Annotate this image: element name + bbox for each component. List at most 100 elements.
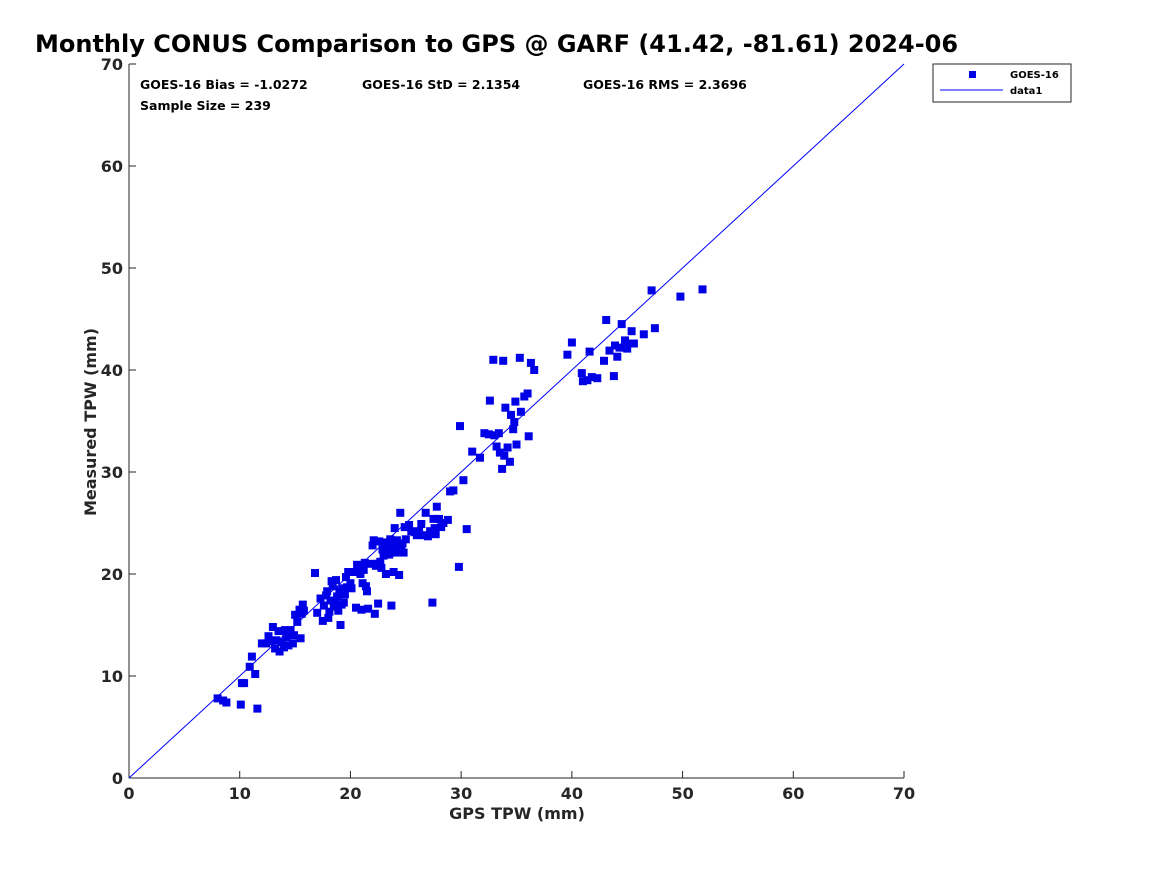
data-point	[494, 429, 503, 438]
data-point	[421, 508, 430, 517]
data-point	[332, 576, 340, 585]
data-point	[369, 536, 378, 545]
legend-label-data1: data1	[1010, 86, 1042, 97]
data-point	[650, 324, 659, 333]
data-point	[384, 540, 393, 549]
data-point	[213, 694, 222, 703]
axis-ticks: 0 10 20 30 40 50 60 70 0 10 20 30 40 50 60 70	[101, 55, 915, 803]
data-point	[334, 606, 343, 615]
data-point	[501, 403, 510, 412]
rms-annotation: GOES-16 RMS = 2.3696	[583, 77, 747, 92]
data-point	[516, 407, 525, 416]
data-point	[333, 592, 342, 601]
data-point	[288, 639, 297, 648]
plot-area: 0 10 20 30 40 50 60 70 0 10 20 30 40 50 60 70	[101, 55, 915, 803]
y-tick-label: 40	[101, 361, 123, 380]
y-tick-label: 20	[101, 565, 123, 584]
scatter-points	[213, 285, 707, 713]
data-point	[277, 638, 286, 647]
data-point	[390, 524, 399, 533]
data-point	[583, 376, 592, 385]
data-point	[272, 636, 281, 645]
y-tick-label: 30	[101, 463, 123, 482]
data-point	[505, 457, 514, 466]
data-point	[389, 568, 398, 576]
data-point	[280, 643, 288, 652]
data-point	[578, 377, 587, 386]
sample-size-annotation: Sample Size = 239	[140, 98, 271, 113]
data-point	[511, 397, 520, 406]
data-point	[498, 464, 507, 473]
data-point	[621, 336, 629, 345]
data-point	[399, 548, 408, 557]
data-point	[356, 570, 365, 578]
data-point	[459, 476, 468, 485]
data-point	[318, 616, 327, 625]
data-point	[346, 579, 355, 588]
data-point	[615, 343, 624, 352]
data-point	[485, 396, 494, 405]
data-point	[275, 647, 284, 656]
data-point	[468, 447, 477, 456]
data-point	[325, 607, 334, 616]
data-point	[257, 639, 266, 648]
y-tick-label: 60	[101, 157, 123, 176]
data-point	[419, 531, 428, 540]
data-point	[342, 573, 350, 582]
data-point	[360, 558, 369, 567]
data-point	[364, 604, 373, 613]
data-point	[268, 623, 277, 631]
data-point	[515, 353, 524, 362]
data-point	[454, 562, 463, 571]
data-point	[512, 440, 521, 449]
data-point	[324, 613, 333, 622]
data-point	[262, 639, 271, 648]
data-point	[322, 591, 331, 600]
data-point	[366, 559, 375, 568]
data-point	[222, 698, 231, 707]
data-point	[585, 347, 594, 356]
data-point	[354, 565, 363, 574]
data-point	[326, 596, 335, 605]
data-point	[400, 523, 409, 532]
data-point	[385, 550, 394, 559]
data-point	[401, 535, 410, 544]
data-point	[281, 626, 290, 635]
data-point	[377, 563, 386, 572]
data-point	[264, 632, 273, 641]
data-point	[298, 600, 307, 609]
data-point	[296, 634, 305, 643]
data-point	[405, 521, 414, 529]
data-point	[286, 626, 295, 635]
data-point	[370, 609, 379, 618]
data-point	[530, 366, 539, 374]
data-point	[507, 410, 515, 419]
data-point	[600, 356, 608, 365]
data-point	[383, 545, 391, 554]
data-point	[449, 486, 458, 495]
data-point	[492, 442, 501, 451]
data-point	[490, 431, 499, 440]
x-tick-label: 50	[671, 784, 693, 803]
data-point	[340, 590, 349, 599]
data-point	[429, 514, 438, 523]
data-point	[456, 422, 464, 431]
data-point	[398, 539, 407, 548]
data-point	[336, 621, 345, 629]
data-point	[247, 652, 256, 661]
data-point	[290, 631, 298, 640]
data-point	[330, 597, 339, 606]
data-point	[439, 519, 448, 527]
data-point	[500, 451, 509, 460]
data-point	[386, 535, 395, 544]
data-point	[563, 350, 572, 359]
data-point	[295, 605, 304, 614]
data-point	[375, 537, 384, 546]
data-point	[381, 570, 390, 578]
data-point	[435, 514, 443, 523]
data-point	[284, 641, 293, 650]
data-point	[509, 425, 518, 434]
data-point	[676, 292, 685, 301]
data-point	[236, 700, 245, 709]
legend: GOES-16 data1	[932, 63, 1072, 103]
